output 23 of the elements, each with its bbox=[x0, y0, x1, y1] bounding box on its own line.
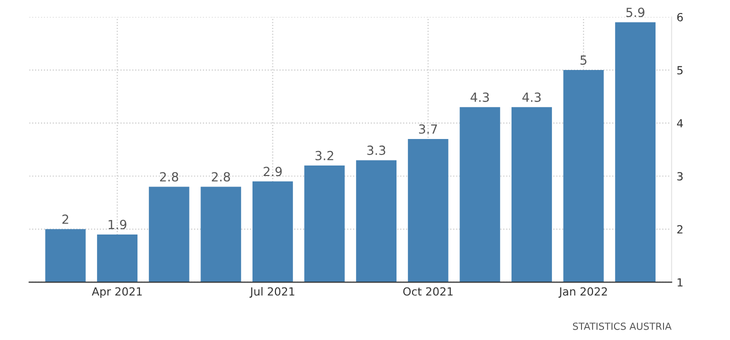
data-label: 5.9 bbox=[626, 8, 644, 18]
y-tick-label: 1 bbox=[678, 278, 683, 286]
data-label: 3.2 bbox=[316, 150, 334, 160]
y-tick-label: 5 bbox=[677, 66, 683, 74]
y-tick-label: 3 bbox=[677, 172, 683, 180]
x-tick-label: Apr 2021 bbox=[92, 287, 142, 298]
data-label: 2.8 bbox=[160, 172, 178, 182]
data-label: 5 bbox=[580, 56, 586, 65]
x-tick-label: Jul 2021 bbox=[250, 287, 294, 298]
x-tick-label: Jan 2022 bbox=[558, 287, 607, 298]
data-label: 4.3 bbox=[470, 92, 489, 102]
y-tick-label: 6 bbox=[677, 12, 683, 22]
y-tick-label: 4 bbox=[677, 119, 683, 128]
data-label: 1.9 bbox=[108, 220, 126, 230]
data-label: 4.3 bbox=[522, 92, 541, 102]
x-tick-label: Oct 2021 bbox=[403, 287, 453, 296]
data-label: 2.8 bbox=[212, 172, 230, 182]
text: STATISTICS AUSTRIA bbox=[573, 322, 672, 330]
data-label: 2.9 bbox=[264, 166, 282, 176]
data-label: 2 bbox=[62, 214, 68, 224]
y-tick-label: 2 bbox=[677, 225, 682, 234]
data-label: 3.3 bbox=[367, 146, 386, 156]
data-label: 3.7 bbox=[419, 124, 437, 134]
